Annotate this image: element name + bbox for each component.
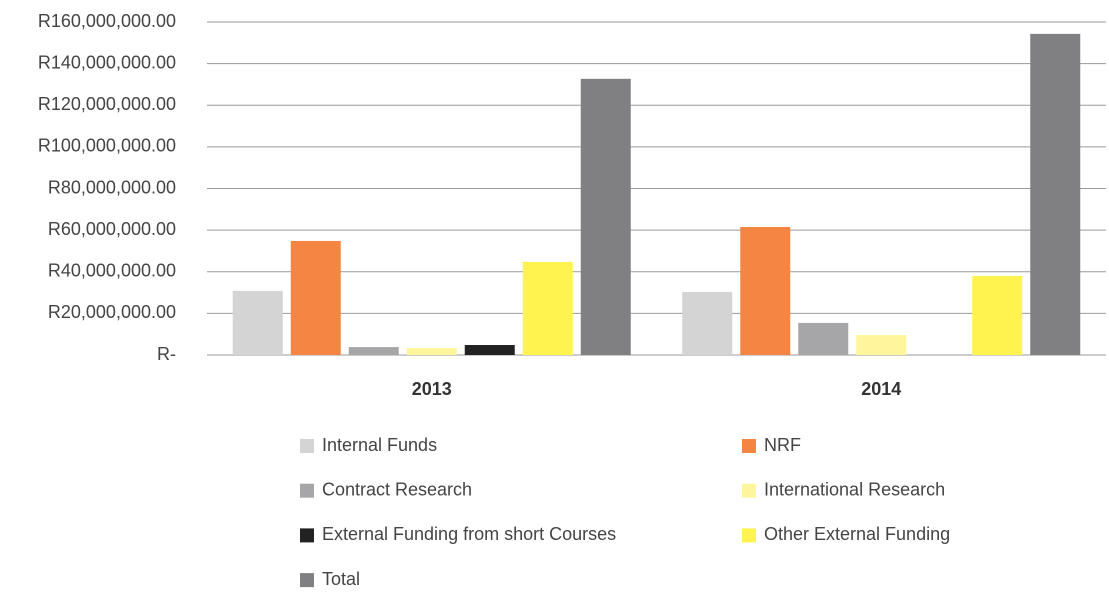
legend-label: Internal Funds <box>322 435 437 455</box>
legend-label: NRF <box>764 435 801 455</box>
legend-label: International Research <box>764 479 945 499</box>
y-tick-label: R60,000,000.00 <box>48 219 176 239</box>
y-tick-label: R80,000,000.00 <box>48 177 176 197</box>
y-tick-label: R140,000,000.00 <box>38 52 176 72</box>
bar <box>232 290 283 355</box>
bar <box>406 347 457 355</box>
y-tick-label: R- <box>157 344 176 364</box>
x-tick-label: 2014 <box>861 379 901 399</box>
legend-swatch <box>742 483 756 498</box>
bar <box>348 347 399 355</box>
legend-swatch <box>300 483 314 498</box>
legend-label: Contract Research <box>322 479 472 499</box>
bar <box>682 291 733 355</box>
legend-swatch <box>742 528 756 543</box>
legend-swatch <box>742 439 756 453</box>
bar <box>740 227 791 355</box>
bar <box>580 78 631 356</box>
legend-swatch <box>300 439 314 453</box>
x-tick-label: 2013 <box>412 379 452 399</box>
bar <box>1030 33 1081 355</box>
bar <box>972 275 1023 355</box>
bar <box>464 345 515 355</box>
legend-label: Total <box>322 569 360 589</box>
bar <box>856 335 907 355</box>
bar <box>798 322 849 355</box>
y-tick-label: R160,000,000.00 <box>38 11 176 31</box>
legend-swatch <box>300 573 314 588</box>
y-tick-label: R120,000,000.00 <box>38 94 176 114</box>
y-tick-label: R40,000,000.00 <box>48 261 176 281</box>
legend-label: Other External Funding <box>764 524 950 544</box>
y-tick-label: R100,000,000.00 <box>38 136 176 156</box>
bar <box>290 240 341 355</box>
legend-swatch <box>300 528 314 543</box>
legend-label: External Funding from short Courses <box>322 524 616 544</box>
y-tick-label: R20,000,000.00 <box>48 302 176 322</box>
bar <box>522 261 573 355</box>
